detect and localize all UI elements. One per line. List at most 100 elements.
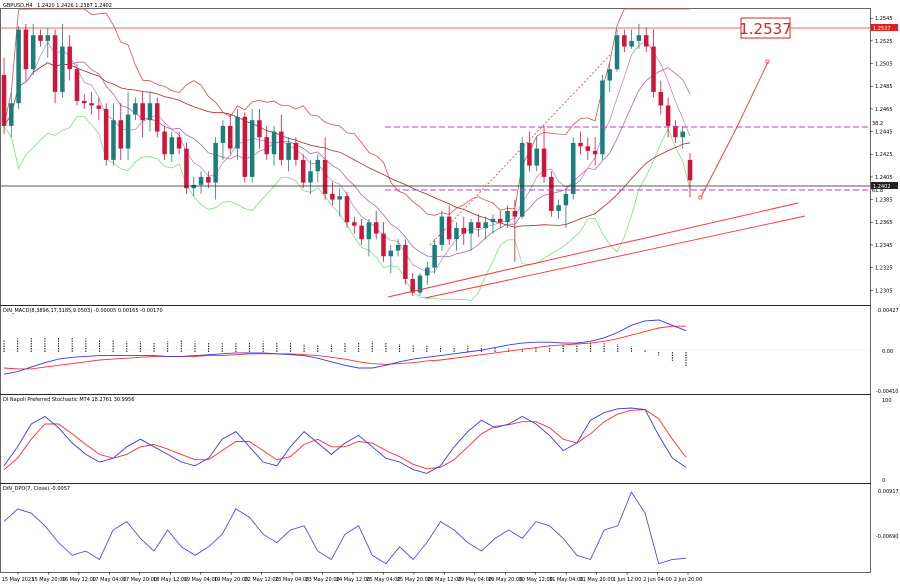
x-tick-label: 31 May 20:00 (579, 577, 613, 583)
candle (184, 142, 189, 194)
candle (665, 97, 671, 138)
candle-body (103, 108, 109, 160)
candle (264, 125, 269, 160)
candle (308, 159, 313, 194)
candle (154, 97, 160, 138)
candle (293, 137, 299, 166)
candle-body (198, 176, 204, 185)
candle (257, 108, 262, 149)
candle-body (315, 159, 321, 172)
candle (118, 103, 124, 160)
stoch-ytick-top: 100 (882, 398, 892, 404)
candle (687, 153, 693, 198)
x-tick-label: 16 May 12:00 (62, 577, 96, 583)
stoch-title: DI Napoli Preferred Stochastic MT4 18.27… (3, 397, 134, 403)
candle-body (381, 233, 386, 257)
candle (96, 97, 102, 121)
candle-body (410, 278, 415, 293)
price-ytick-label: 1.2405 (875, 175, 893, 181)
candle (67, 35, 72, 81)
candle-body (286, 142, 291, 160)
macd-signal-line (3, 325, 686, 370)
candle-body (52, 35, 58, 92)
candle (366, 218, 372, 257)
candle (279, 114, 284, 166)
candle (52, 29, 58, 104)
candle-body (337, 196, 342, 200)
candle-body (74, 69, 80, 101)
x-tick-label: 29 May 04:00 (458, 577, 492, 583)
candle-body (432, 244, 437, 268)
x-tick-label: 24 May 12:00 (336, 577, 370, 583)
candle-body (60, 46, 65, 92)
candle-body (629, 40, 634, 47)
candle-body (249, 120, 255, 177)
candle-body (600, 80, 605, 155)
candle-body (570, 142, 576, 194)
candle-body (512, 210, 518, 217)
candle (534, 137, 540, 172)
resistance-price-badge: 1.2537 (739, 17, 792, 39)
candle-body (563, 193, 569, 206)
candle (490, 214, 496, 234)
candle-body (680, 131, 685, 138)
candle (381, 222, 386, 262)
candle (198, 171, 204, 194)
price-ytick-label: 1.2545 (875, 16, 893, 22)
current-price-tag-text: 1.2402 (873, 184, 891, 190)
candle-body (264, 137, 269, 155)
candle-body (45, 35, 51, 41)
macd-indicator (3, 319, 687, 375)
candle (680, 125, 685, 149)
stoch-pane-frame (0, 394, 871, 484)
candle-body (468, 222, 474, 234)
candle (133, 97, 138, 121)
candle-body (16, 29, 21, 104)
candle-body (636, 35, 642, 41)
candle (162, 125, 167, 160)
candle-body (578, 142, 583, 147)
candle-body (622, 35, 627, 47)
candle (425, 261, 430, 285)
candle-body (519, 142, 525, 217)
candle-body (352, 222, 357, 226)
dpo-title: DiN_DPO(7, Close) -0.0057 (3, 486, 70, 492)
candle (352, 216, 357, 234)
candle (373, 210, 379, 240)
stochastic-indicator (3, 407, 687, 474)
candle-body (476, 222, 481, 228)
candle (220, 120, 226, 160)
candle (476, 214, 481, 237)
candle (242, 112, 248, 183)
candle-body (96, 105, 102, 109)
candle (322, 137, 328, 200)
price-ytick-label: 1.2525 (875, 39, 893, 45)
candle (658, 80, 664, 115)
candle-body (9, 103, 14, 126)
price-ytick-label: 1.2385 (875, 198, 893, 204)
candle (60, 23, 65, 98)
candle-body (395, 244, 401, 251)
projection-arrow-path (700, 61, 769, 198)
x-tick-label: 2 Jun 04:00 (643, 577, 672, 583)
resistance-axis-tag-box (871, 24, 898, 31)
price-ytick-label: 1.2365 (875, 220, 893, 226)
candle-body (23, 29, 29, 70)
candle (556, 199, 561, 219)
x-tick-label: 15 May 20:00 (31, 577, 65, 583)
candle-body (220, 125, 226, 143)
ohlc-values-text: 1.2420 1.2426 1.2387 1.2402 (37, 3, 112, 9)
candle (227, 114, 233, 155)
x-tick-label: 2 Jun 20:00 (674, 577, 703, 583)
candle (74, 63, 80, 106)
candle-body (206, 176, 211, 183)
moving-average-line (3, 62, 691, 228)
candle-body (213, 142, 218, 183)
candle (111, 103, 116, 166)
candle-body (271, 131, 277, 155)
candle-body (147, 103, 153, 121)
x-tick-label: 30 May 12:00 (519, 577, 553, 583)
candle (578, 131, 583, 155)
current-price-tag-box (871, 182, 898, 189)
